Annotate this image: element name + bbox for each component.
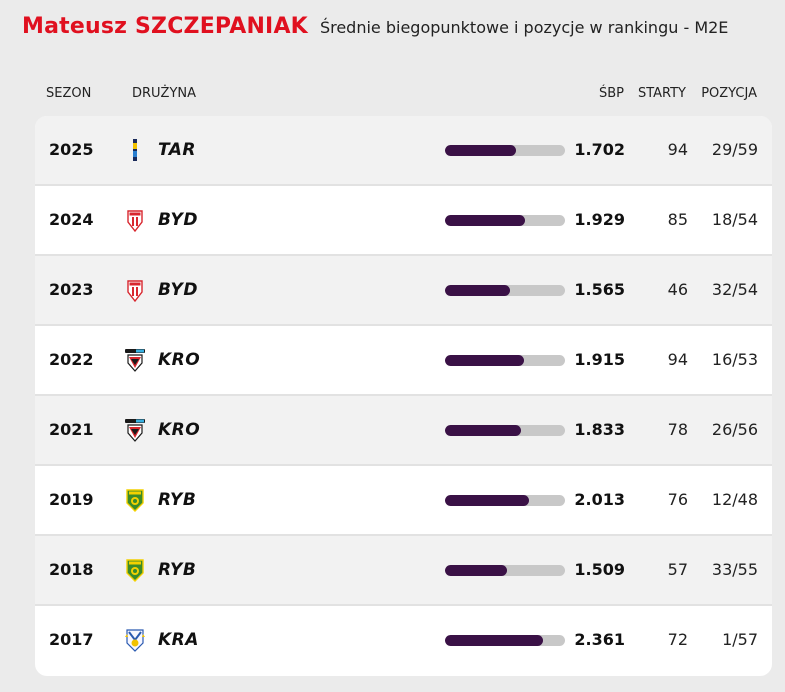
avg-bar-fill (445, 424, 521, 436)
player-name: Mateusz SZCZEPANIAK (22, 14, 308, 39)
avg-cell: 1.833 (574, 420, 625, 439)
team-cell: KRO (158, 350, 201, 370)
avg-bar (445, 186, 565, 254)
avg-bar (445, 116, 565, 184)
avg-bar-track (445, 634, 565, 646)
season-cell: 2018 (49, 560, 94, 579)
byd-logo-icon (123, 186, 147, 254)
team-cell: RYB (158, 490, 197, 510)
avg-bar-fill (445, 214, 526, 226)
avg-bar-fill (445, 564, 508, 576)
column-header-avg: ŚBP (598, 86, 624, 101)
season-table: 2025 TAR 1.702 94 29/59 2024 BYD 1.929 85 18/54… (35, 116, 772, 676)
avg-bar (445, 536, 565, 604)
title-bar: Mateusz SZCZEPANIAK Średnie biegopunktow… (22, 14, 728, 39)
column-header-season: SEZON (46, 86, 92, 101)
column-header-starts: STARTY (637, 86, 686, 101)
ryb-logo-icon (123, 536, 147, 604)
position-cell: 32/54 (711, 280, 758, 299)
avg-bar-track (445, 144, 565, 156)
team-cell: KRA (158, 630, 199, 650)
avg-cell: 2.013 (574, 490, 625, 509)
avg-bar-fill (445, 144, 516, 156)
starts-cell: 46 (667, 280, 688, 299)
season-cell: 2022 (49, 350, 94, 369)
season-cell: 2019 (49, 490, 94, 509)
table-header: SEZON DRUŻYNA ŚBP STARTY POZYCJA (0, 86, 785, 104)
starts-cell: 72 (667, 630, 688, 649)
season-cell: 2017 (49, 630, 94, 649)
table-row: 2017 KRA 2.361 72 1/57 (35, 606, 772, 676)
starts-cell: 94 (667, 350, 688, 369)
avg-bar-track (445, 214, 565, 226)
starts-cell: 76 (667, 490, 688, 509)
kro-logo-icon (123, 326, 147, 394)
avg-bar-track (445, 354, 565, 366)
avg-bar-fill (445, 494, 529, 506)
avg-bar (445, 396, 565, 464)
season-cell: 2023 (49, 280, 94, 299)
team-cell: BYD (158, 280, 198, 300)
season-cell: 2024 (49, 210, 94, 229)
starts-cell: 78 (667, 420, 688, 439)
starts-cell: 94 (667, 140, 688, 159)
column-header-team: DRUŻYNA (132, 86, 197, 101)
avg-cell: 1.915 (574, 350, 625, 369)
avg-bar-fill (445, 284, 510, 296)
position-cell: 18/54 (711, 210, 758, 229)
avg-cell: 1.509 (574, 560, 625, 579)
table-row: 2022 KRO 1.915 94 16/53 (35, 326, 772, 396)
avg-bar-track (445, 494, 565, 506)
avg-bar (445, 606, 565, 674)
avg-bar-fill (445, 634, 544, 646)
starts-cell: 85 (667, 210, 688, 229)
position-cell: 12/48 (711, 490, 758, 509)
starts-cell: 57 (667, 560, 688, 579)
season-cell: 2021 (49, 420, 94, 439)
page-subtitle: Średnie biegopunktowe i pozycje w rankin… (319, 18, 729, 37)
position-cell: 1/57 (722, 630, 758, 649)
team-cell: KRO (158, 420, 201, 440)
position-cell: 26/56 (711, 420, 758, 439)
kra-logo-icon (123, 606, 147, 674)
avg-bar-fill (445, 354, 525, 366)
avg-bar-track (445, 284, 565, 296)
ryb-logo-icon (123, 466, 147, 534)
avg-cell: 1.702 (574, 140, 625, 159)
avg-bar (445, 466, 565, 534)
position-cell: 33/55 (711, 560, 758, 579)
season-cell: 2025 (49, 140, 94, 159)
column-header-position: POZYCJA (701, 86, 757, 101)
team-cell: RYB (158, 560, 197, 580)
kro-logo-icon (123, 396, 147, 464)
avg-cell: 1.565 (574, 280, 625, 299)
table-row: 2023 BYD 1.565 46 32/54 (35, 256, 772, 326)
table-row: 2025 TAR 1.702 94 29/59 (35, 116, 772, 186)
avg-bar-track (445, 424, 565, 436)
avg-cell: 1.929 (574, 210, 625, 229)
table-row: 2024 BYD 1.929 85 18/54 (35, 186, 772, 256)
avg-bar (445, 256, 565, 324)
table-row: 2019 RYB 2.013 76 12/48 (35, 466, 772, 536)
avg-cell: 2.361 (574, 630, 625, 649)
avg-bar-track (445, 564, 565, 576)
byd-logo-icon (123, 256, 147, 324)
team-cell: TAR (158, 140, 197, 160)
position-cell: 16/53 (711, 350, 758, 369)
avg-bar (445, 326, 565, 394)
table-row: 2021 KRO 1.833 78 26/56 (35, 396, 772, 466)
team-cell: BYD (158, 210, 198, 230)
tar-logo-icon (123, 116, 147, 184)
position-cell: 29/59 (711, 140, 758, 159)
table-row: 2018 RYB 1.509 57 33/55 (35, 536, 772, 606)
